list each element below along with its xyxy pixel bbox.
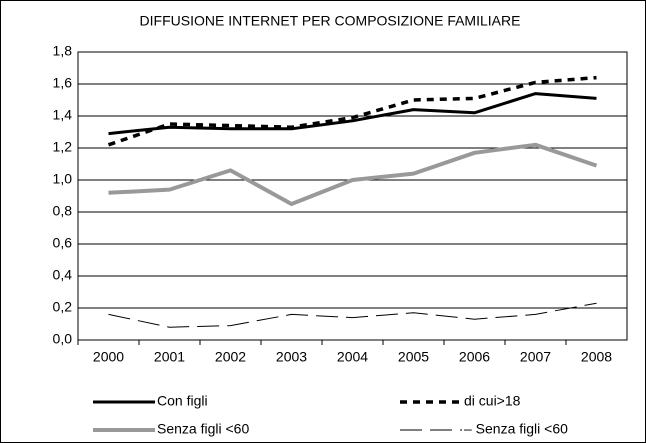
legend-label: Senza figli <60 <box>157 421 249 437</box>
legend-label: – Senza figli <60 <box>464 421 568 437</box>
x-tick-label: 2001 <box>154 349 185 365</box>
y-tick-label: 0,6 <box>53 235 73 251</box>
plot-area <box>77 51 628 341</box>
x-tick-label: 2005 <box>398 349 429 365</box>
x-tick-label: 2004 <box>337 349 368 365</box>
series-line <box>108 142 598 206</box>
y-tick-label: 0,8 <box>53 203 73 219</box>
y-tick-label: 1,8 <box>53 43 73 59</box>
x-tick-label: 2003 <box>276 349 307 365</box>
x-tick-label: 2000 <box>93 349 124 365</box>
y-tick-label: 0,2 <box>53 299 73 315</box>
y-tick-label: 0,0 <box>53 331 73 347</box>
legend-label: di cui>18 <box>464 393 521 409</box>
chart-title: DIFFUSIONE INTERNET PER COMPOSIZIONE FAM… <box>140 13 521 29</box>
series-line <box>108 302 597 328</box>
series-line <box>108 92 597 136</box>
x-tick-label: 2008 <box>581 349 612 365</box>
x-tick-label: 2007 <box>520 349 551 365</box>
legend-label: Con figli <box>157 393 208 409</box>
y-tick-label: 1,6 <box>53 75 73 91</box>
x-tick-label: 2006 <box>459 349 490 365</box>
y-tick-label: 1,4 <box>53 107 73 123</box>
series-line <box>107 75 597 147</box>
y-tick-label: 1,2 <box>53 139 73 155</box>
x-tick-label: 2002 <box>215 349 246 365</box>
y-tick-label: 0,4 <box>53 267 73 283</box>
y-tick-label: 1,0 <box>53 171 73 187</box>
